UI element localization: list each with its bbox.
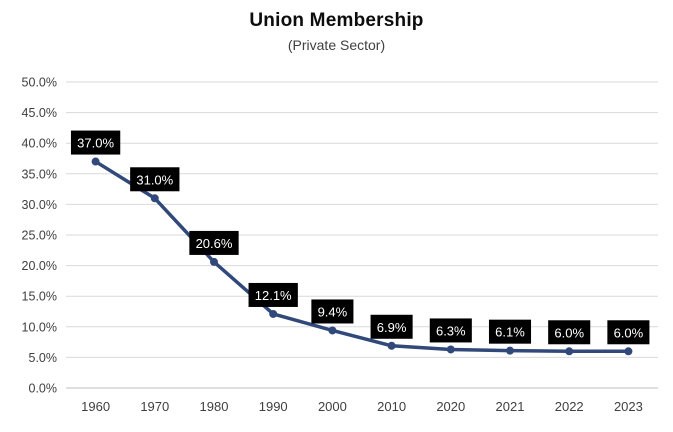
data-label-box <box>311 299 354 324</box>
data-label-box <box>130 167 180 192</box>
x-axis-tick-label: 1990 <box>259 399 288 414</box>
data-label-box <box>429 318 472 343</box>
y-axis-tick-label: 45.0% <box>22 106 57 120</box>
y-axis-tick-label: 10.0% <box>22 320 57 334</box>
data-label-text: 6.1% <box>495 325 525 340</box>
data-label-text: 9.4% <box>318 304 348 319</box>
data-label-box <box>70 130 121 155</box>
data-point-marker <box>150 194 159 203</box>
x-axis-tick-label: 1980 <box>200 399 229 414</box>
y-axis-tick-label: 25.0% <box>22 229 57 243</box>
data-point-marker <box>624 347 633 356</box>
membership-line <box>93 159 631 354</box>
data-label-text: 37.0% <box>77 136 114 151</box>
data-label-text: 12.1% <box>255 288 292 303</box>
data-point-marker <box>565 347 574 356</box>
y-axis-tick-label: 40.0% <box>22 137 57 151</box>
data-label-text: 20.6% <box>196 236 233 251</box>
x-axis-tick-label: 1970 <box>140 399 169 414</box>
x-axis-tick-label: 2000 <box>318 399 347 414</box>
data-label-box <box>248 282 298 307</box>
y-axis-tick-label: 50.0% <box>22 76 57 90</box>
data-label-text: 6.0% <box>554 325 584 340</box>
data-point-marker <box>91 157 100 166</box>
chart-subtitle: (Private Sector) <box>287 37 386 53</box>
data-label-text: 6.0% <box>614 325 644 340</box>
x-axis-tick-label: 2022 <box>555 399 584 414</box>
data-label-box <box>548 320 591 345</box>
chart-title: Union Membership <box>249 10 424 31</box>
data-label-text: 6.9% <box>377 320 407 335</box>
data-point-marker <box>387 341 396 350</box>
y-axis-tick-label: 20.0% <box>22 259 57 273</box>
y-axis-tick-label: 5.0% <box>29 351 58 365</box>
data-label-text: 31.0% <box>136 172 173 187</box>
data-point-marker <box>328 326 337 335</box>
data-point-marker <box>210 257 218 266</box>
y-axis-tick-label: 15.0% <box>22 290 57 304</box>
x-axis-tick-label: 1960 <box>81 399 110 414</box>
data-label-box <box>607 320 650 345</box>
data-point-marker <box>506 346 514 355</box>
y-axis-tick-label: 30.0% <box>22 198 57 212</box>
x-axis-tick-label: 2023 <box>614 399 643 414</box>
data-label-box <box>189 230 239 255</box>
data-label-text: 6.3% <box>436 323 466 338</box>
x-axis-tick-label: 2020 <box>436 399 465 414</box>
data-point-marker <box>269 309 278 318</box>
data-label-box <box>370 314 413 339</box>
y-axis-tick-label: 35.0% <box>22 167 57 181</box>
x-axis-tick-label: 2010 <box>377 399 406 414</box>
x-axis-tick-label: 2021 <box>496 399 525 414</box>
data-point-marker <box>446 345 455 354</box>
data-label-box <box>488 319 532 344</box>
y-axis-tick-label: 0.0% <box>29 382 58 396</box>
